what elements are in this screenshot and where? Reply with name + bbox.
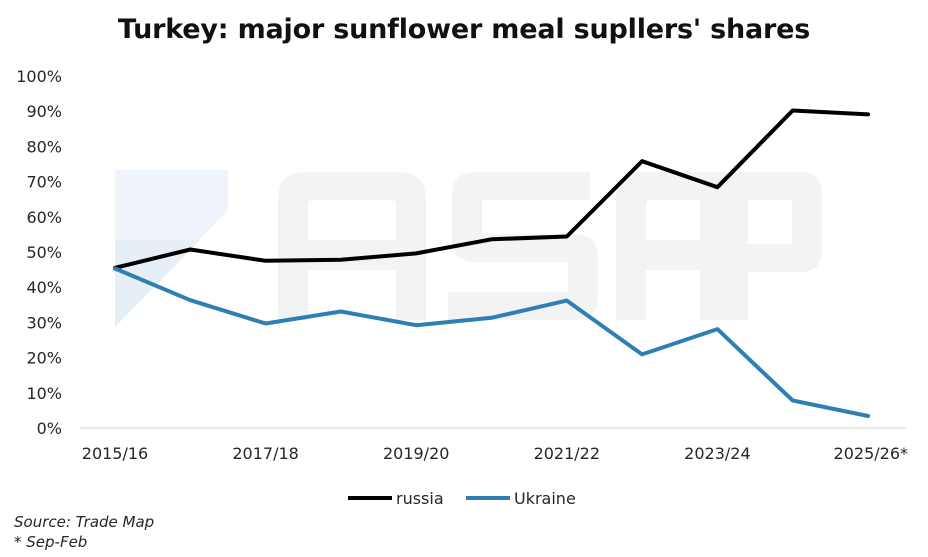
y-tick-label: 90% [26,102,62,121]
x-tick-label: 2025/26* [834,444,908,463]
legend: russia Ukraine [348,489,576,508]
y-tick-label: 30% [26,313,62,332]
x-tick-label: 2021/22 [534,444,600,463]
footnote: * Sep-Feb [14,533,88,551]
x-tick-label: 2019/20 [383,444,449,463]
watermark-logo [115,170,822,327]
y-axis-ticks: 0% 10% 20% 30% 40% 50% 60% 70% 80% 90% 100% [16,67,62,438]
y-tick-label: 40% [26,278,62,297]
x-axis-ticks: 2015/16 2017/18 2019/20 2021/22 2023/24 2025/… [82,444,908,463]
y-tick-label: 50% [26,243,62,262]
legend-label-russia: russia [396,489,444,508]
series-line-ukraine [113,266,870,418]
chart-title: Turkey: major sunflower meal supllers' s… [117,14,811,45]
y-tick-label: 0% [37,419,62,438]
x-tick-label: 2023/24 [684,444,750,463]
y-tick-label: 60% [26,208,62,227]
series-lines [113,108,870,418]
x-tick-label: 2017/18 [232,444,298,463]
series-line-russia [113,108,870,270]
source-note: Source: Trade Map [14,513,155,531]
y-tick-label: 10% [26,384,62,403]
x-tick-label: 2015/16 [82,444,148,463]
legend-label-ukraine: Ukraine [514,489,576,508]
y-tick-label: 70% [26,173,62,192]
y-tick-label: 20% [26,349,62,368]
y-tick-label: 100% [16,67,62,86]
y-tick-label: 80% [26,137,62,156]
